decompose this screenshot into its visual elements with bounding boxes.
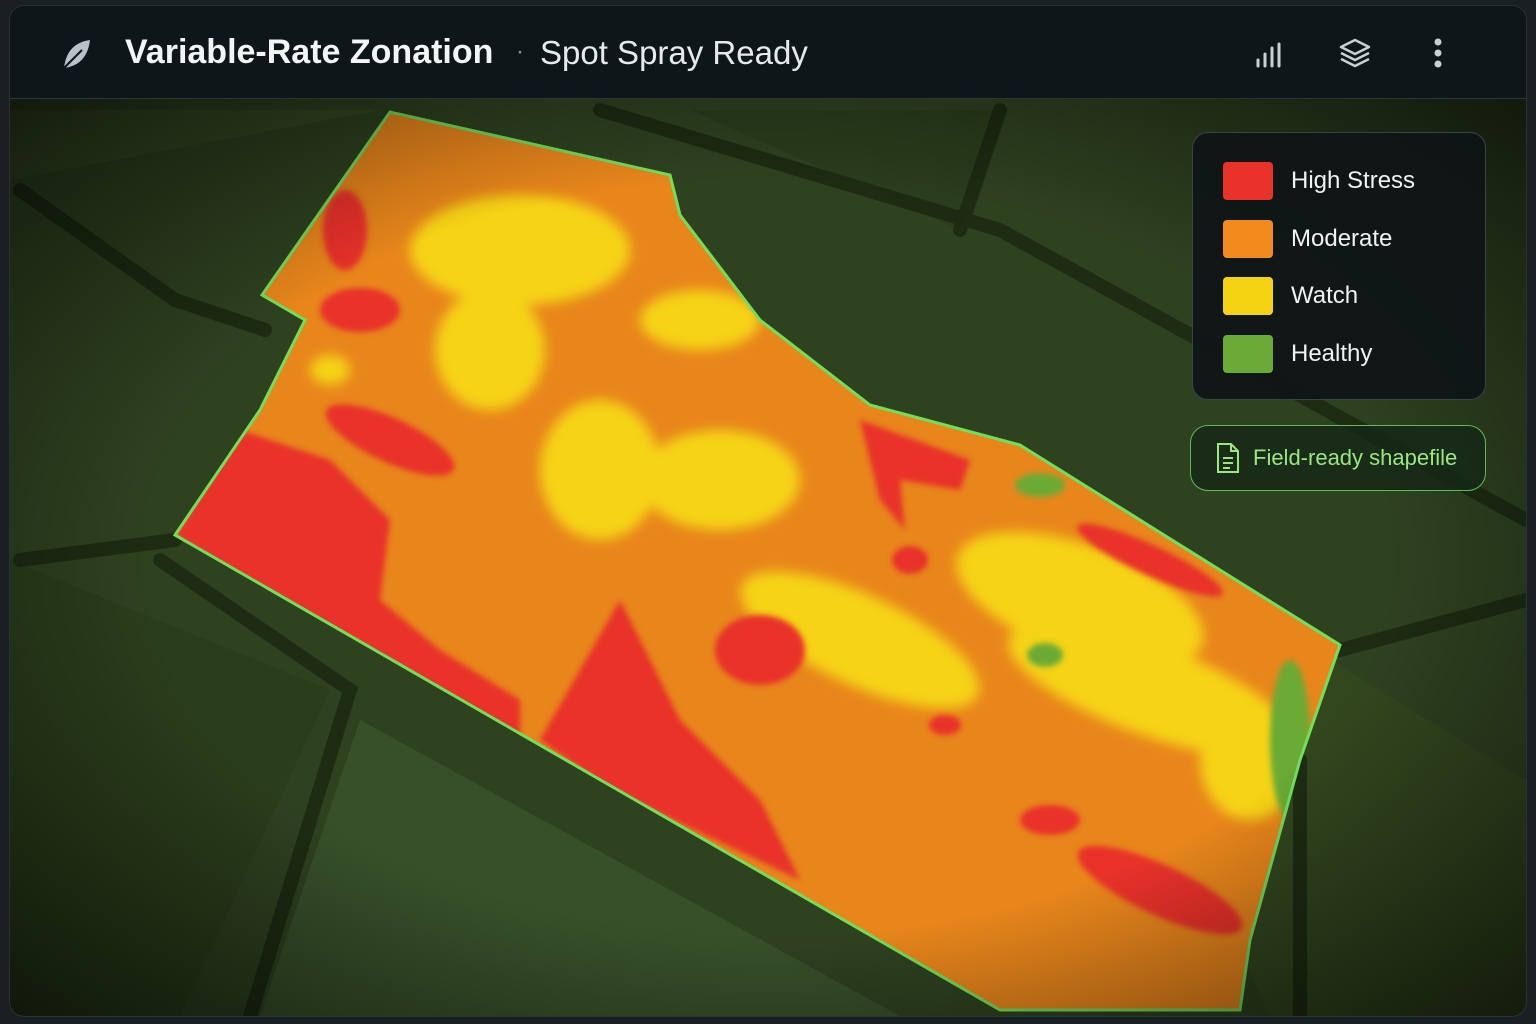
legend-label: Watch bbox=[1291, 282, 1359, 309]
legend-swatch bbox=[1223, 162, 1273, 200]
file-icon bbox=[1217, 443, 1239, 473]
button-label: Field-ready shapefile bbox=[1253, 445, 1458, 470]
layers-button[interactable] bbox=[1338, 36, 1372, 72]
app-logo bbox=[63, 40, 90, 69]
more-button[interactable] bbox=[1428, 36, 1448, 72]
legend-swatch bbox=[1223, 219, 1273, 258]
legend-swatch bbox=[1223, 334, 1273, 373]
subtitle: Spot Spray Ready bbox=[540, 34, 808, 71]
legend-item: Healthy bbox=[1223, 334, 1372, 374]
shapefile-button[interactable]: Field-ready shapefile bbox=[1190, 425, 1486, 491]
legend-item: Watch bbox=[1223, 276, 1358, 316]
stats-button[interactable] bbox=[1254, 40, 1284, 70]
separator: · bbox=[516, 38, 524, 65]
legend-label: High Stress bbox=[1291, 167, 1416, 194]
legend-swatch bbox=[1223, 277, 1273, 315]
legend-item: High Stress bbox=[1223, 161, 1415, 201]
legend-label: Moderate bbox=[1291, 224, 1393, 252]
app-card: Variable-Rate Zonation · Spot Spray Read… bbox=[10, 6, 1526, 1016]
header: Variable-Rate Zonation · Spot Spray Read… bbox=[10, 6, 1526, 99]
title: Variable-Rate Zonation bbox=[125, 33, 494, 71]
legend-label: Healthy bbox=[1291, 339, 1373, 367]
legend-item: Moderate bbox=[1223, 219, 1392, 259]
legend: High Stress Moderate Watch Healthy bbox=[1192, 132, 1486, 400]
